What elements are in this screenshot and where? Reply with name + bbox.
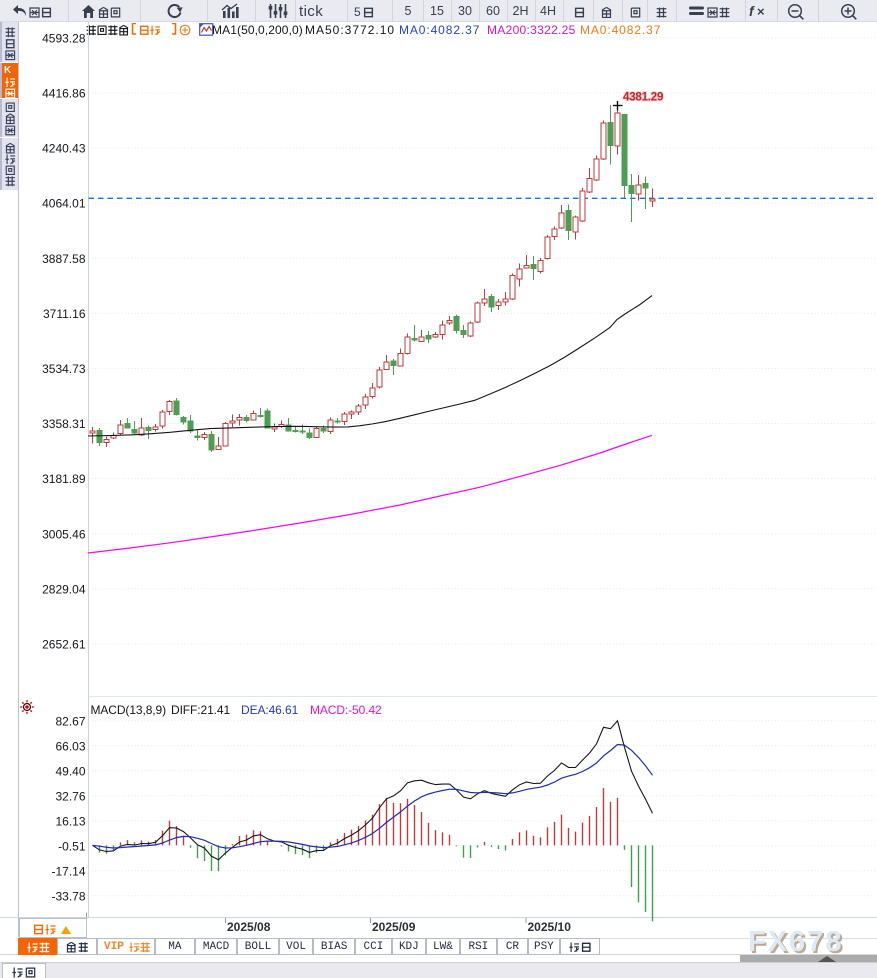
svg-text:66.03: 66.03 (55, 739, 85, 753)
svg-text:2829.04: 2829.04 (42, 582, 86, 596)
svg-text:49.40: 49.40 (55, 764, 85, 778)
svg-text:3005.46: 3005.46 (42, 527, 86, 541)
svg-text:3711.16: 3711.16 (43, 307, 86, 321)
svg-text:82.67: 82.67 (55, 714, 85, 728)
svg-text:4416.86: 4416.86 (42, 87, 86, 101)
svg-text:4593.28: 4593.28 (42, 31, 86, 45)
svg-text:4240.43: 4240.43 (42, 142, 86, 156)
svg-text:32.76: 32.76 (55, 789, 85, 803)
svg-text:3358.31: 3358.31 (42, 417, 86, 431)
svg-text:16.13: 16.13 (55, 814, 85, 828)
svg-text:4381.29: 4381.29 (623, 92, 663, 104)
svg-text:3534.73: 3534.73 (42, 362, 86, 376)
svg-text:-0.51: -0.51 (58, 839, 86, 853)
svg-text:3887.58: 3887.58 (42, 252, 86, 266)
svg-text:3181.89: 3181.89 (42, 472, 86, 486)
svg-text:2652.61: 2652.61 (42, 638, 86, 652)
svg-text:4381.29: 4381.29 (623, 92, 663, 104)
svg-text:-17.14: -17.14 (51, 864, 85, 878)
svg-text:4064.01: 4064.01 (42, 197, 86, 211)
svg-text:-33.78: -33.78 (51, 889, 85, 903)
